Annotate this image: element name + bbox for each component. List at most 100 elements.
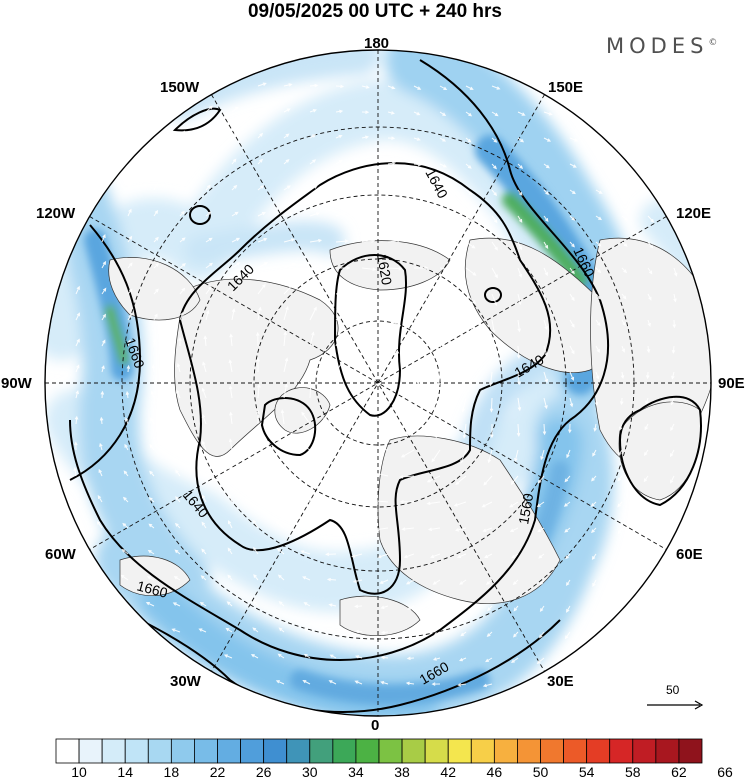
wind-vector [387,186,398,191]
wind-vector [309,83,319,88]
wind-vector [202,361,207,373]
wind-vector [335,360,344,373]
wind-vector [670,397,675,406]
wind-vector [283,212,294,217]
map-border [44,49,712,717]
wind-vector [283,159,290,165]
wind-vector [618,553,623,562]
wind-vector [257,212,266,217]
lon-label-180: 180 [364,35,390,52]
wind-vector [482,527,493,532]
wind-vector [309,358,317,373]
map-disc: 1640 1620 1640 1660 1660 1640 1640 1560 … [45,50,711,716]
wind-vector [620,371,625,380]
wind-vector [617,501,623,508]
wind-vector [375,527,389,532]
wind-vector [361,293,377,298]
wind-vector [591,527,597,534]
wind-vector [618,579,623,589]
wind-vector [431,449,441,463]
wind-vector [439,189,449,194]
colorbar-swatch [563,738,588,764]
wind-vector [413,137,421,141]
wind-vector [153,263,160,269]
wind-vector [539,605,545,613]
wind-vector [387,319,402,327]
wind-vector [257,283,266,295]
wind-vector [491,163,497,170]
wind-vector [517,189,523,196]
wind-vector [171,628,181,633]
wind-vector [308,383,313,399]
wind-vector [175,496,181,503]
colorbar-tick-label: 34 [348,764,364,780]
wind-vector [427,527,441,532]
wind-vector [257,158,263,165]
wind-vector [517,163,524,169]
wind-vector [309,134,317,139]
wind-vector [201,413,207,425]
wind-vector [413,85,422,90]
wind-vector [403,553,415,559]
wind-vector [205,286,212,295]
wind-vector [257,107,265,113]
wind-vector [401,527,415,531]
wind-vector [101,260,107,269]
wind-vector [456,553,467,558]
wind-vector [565,553,571,560]
wind-vector [407,631,415,635]
wind-vector [406,397,415,410]
wind-vector [336,266,351,270]
wind-vector [373,471,389,477]
wind-vector [278,601,285,607]
wind-vector [149,444,155,451]
wind-vector [413,345,428,353]
wind-vector [231,132,237,139]
map-title: 09/05/2025 00 UTC + 240 hrs [247,1,503,22]
wind-vector [347,471,363,477]
wind-vector [98,468,103,477]
wind-vector [309,306,317,321]
wind-vector [326,577,337,582]
wind-vector [321,445,337,451]
wind-vector [453,501,467,507]
wind-vector [672,319,677,329]
wind-vector [543,241,549,250]
wind-vector [517,241,523,251]
wind-vector [335,309,348,321]
wind-vector [569,163,577,168]
wind-vector [564,527,571,533]
wind-vector [303,653,311,659]
wind-vector [465,293,477,304]
colorbar-tick-label: 50 [532,764,549,780]
colorbar-swatch [332,738,357,764]
wind-vector [379,579,389,584]
wind-vector [413,266,429,270]
wind-vector [430,553,441,559]
wind-vector [488,371,493,387]
wind-vector [361,160,370,165]
wind-vector [671,345,676,354]
wind-vector [485,657,493,663]
wind-vector [335,212,347,217]
wind-vector [127,208,132,217]
wind-vector [309,185,318,191]
wind-vector [482,683,493,688]
wind-vector [595,345,600,353]
wind-vector [203,335,208,347]
wind-vector [149,470,155,477]
wind-vector [99,442,103,451]
colorbar-tick-label: 22 [209,764,226,780]
wind-vector [147,549,155,555]
wind-vector [361,135,370,139]
wind-vector [595,189,603,194]
wind-vector [201,440,207,451]
wind-vector [321,472,337,477]
wind-vector [123,470,129,477]
wind-vector [465,111,473,117]
wind-vector [543,293,548,304]
wind-vector [431,682,441,686]
wind-vector [303,602,311,607]
colorbar-swatch [124,738,149,764]
wind-vector [329,629,337,633]
